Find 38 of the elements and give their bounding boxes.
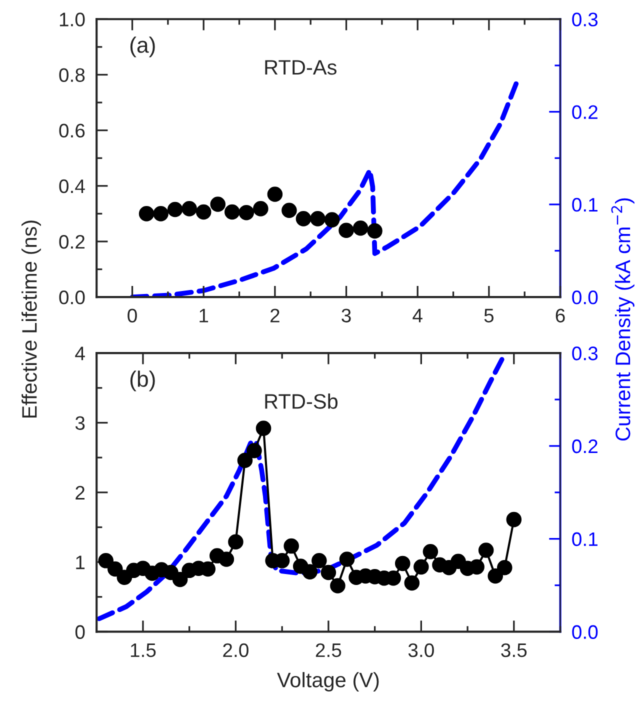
y-tick-label: 0.4 xyxy=(59,179,85,194)
y2-axis-title: Current Density (kA cm$^{−2}$) xyxy=(611,198,634,441)
annotation: RTD-Sb xyxy=(265,394,338,409)
x-tick-label: 3.0 xyxy=(408,643,434,658)
y-tick-label: 0.2 xyxy=(59,234,85,249)
y-tick-label: 0.8 xyxy=(59,68,85,82)
y-tick-label: 1 xyxy=(76,556,85,570)
x-tick-label: 3 xyxy=(342,308,351,322)
y-tick-label: 0.6 xyxy=(59,124,85,138)
x-tick-label: 2 xyxy=(270,308,280,322)
x-tick-label: 3.5 xyxy=(501,643,527,658)
x-tick-label: 0 xyxy=(128,308,137,322)
y2-tick-label: 0.1 xyxy=(572,532,598,546)
y2-tick-label: 0.1 xyxy=(572,198,598,212)
annotation: (b) xyxy=(130,370,155,392)
x-tick-label: 2.0 xyxy=(223,643,248,658)
y-tick-label: 2 xyxy=(76,486,85,500)
y-tick-label: 1.0 xyxy=(60,12,85,26)
y2-tick-label: 0.2 xyxy=(572,439,598,454)
y2-tick-label: 0.0 xyxy=(572,290,598,304)
y-tick-label: 3 xyxy=(75,416,85,430)
x-tick-label: 1 xyxy=(200,308,208,322)
y2-tick-label: 0.0 xyxy=(572,625,598,639)
x-axis-title: Voltage (V) xyxy=(277,672,379,692)
y-axis-title: Effective Lifetime (ns) xyxy=(22,220,41,418)
x-tick-label: 1.5 xyxy=(130,644,156,658)
y-tick-label: 0 xyxy=(75,625,85,639)
y2-tick-label: 0.3 xyxy=(572,346,598,360)
x-tick-label: 5 xyxy=(484,308,494,322)
x-tick-label: 4 xyxy=(412,308,422,322)
y2-tick-label: 0.2 xyxy=(572,105,598,120)
y2-tick-label: 0.3 xyxy=(572,12,598,26)
y-tick-label: 0.0 xyxy=(59,290,85,304)
annotation: RTD-As xyxy=(265,60,336,75)
annotation: (a) xyxy=(130,36,155,58)
x-tick-label: 6 xyxy=(556,308,565,322)
y-tick-label: 4 xyxy=(75,346,85,360)
x-tick-label: 2.5 xyxy=(316,643,342,658)
